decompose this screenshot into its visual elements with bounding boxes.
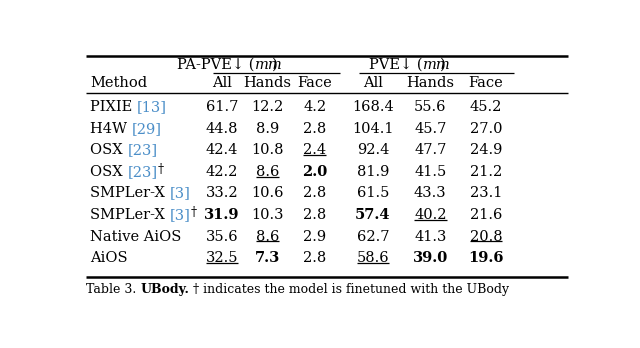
Text: OSX: OSX: [90, 143, 127, 157]
Text: 47.7: 47.7: [414, 143, 447, 157]
Text: 2.4: 2.4: [303, 143, 326, 157]
Text: mm: mm: [422, 58, 451, 72]
Text: 104.1: 104.1: [352, 122, 394, 136]
Text: 10.6: 10.6: [252, 187, 284, 200]
Text: [23]: [23]: [127, 143, 157, 157]
Text: All: All: [212, 76, 232, 90]
Text: [3]: [3]: [170, 187, 191, 200]
Text: 58.6: 58.6: [356, 251, 389, 265]
Text: Table 3.: Table 3.: [86, 283, 140, 296]
Text: PIXIE: PIXIE: [90, 100, 137, 114]
Text: 4.2: 4.2: [303, 100, 326, 114]
Text: 10.3: 10.3: [252, 208, 284, 222]
Text: 24.9: 24.9: [470, 143, 502, 157]
Text: 42.2: 42.2: [205, 165, 238, 179]
Text: 32.5: 32.5: [205, 251, 238, 265]
Text: 62.7: 62.7: [356, 230, 389, 244]
Text: H4W: H4W: [90, 122, 132, 136]
Text: 44.8: 44.8: [205, 122, 238, 136]
Text: Face: Face: [468, 76, 504, 90]
Text: 61.5: 61.5: [356, 187, 389, 200]
Text: 168.4: 168.4: [352, 100, 394, 114]
Text: 2.9: 2.9: [303, 230, 326, 244]
Text: SMPLer-X: SMPLer-X: [90, 187, 170, 200]
Text: [29]: [29]: [132, 122, 162, 136]
Text: 42.4: 42.4: [205, 143, 238, 157]
Text: Method: Method: [90, 76, 147, 90]
Text: †: †: [157, 163, 164, 176]
Text: 20.8: 20.8: [470, 230, 502, 244]
Text: 41.3: 41.3: [414, 230, 447, 244]
Text: 19.6: 19.6: [468, 251, 504, 265]
Text: All: All: [363, 76, 383, 90]
Text: Face: Face: [298, 76, 332, 90]
Text: [23]: [23]: [127, 165, 157, 179]
Text: †: †: [191, 206, 196, 219]
Text: 81.9: 81.9: [356, 165, 389, 179]
Text: ): ): [440, 58, 445, 72]
Text: SMPLer-X: SMPLer-X: [90, 208, 170, 222]
Text: 33.2: 33.2: [205, 187, 238, 200]
Text: 21.2: 21.2: [470, 165, 502, 179]
Text: 39.0: 39.0: [413, 251, 448, 265]
Text: 12.2: 12.2: [252, 100, 284, 114]
Text: OSX: OSX: [90, 165, 127, 179]
Text: [3]: [3]: [170, 208, 191, 222]
Text: 45.7: 45.7: [414, 122, 447, 136]
Text: † indicates the model is finetuned with the UBody: † indicates the model is finetuned with …: [189, 283, 509, 296]
Text: AiOS: AiOS: [90, 251, 128, 265]
Text: Native AiOS: Native AiOS: [90, 230, 182, 244]
Text: PA-PVE↓ (: PA-PVE↓ (: [177, 58, 255, 72]
Text: 40.2: 40.2: [414, 208, 447, 222]
Text: Hands: Hands: [406, 76, 454, 90]
Text: 31.9: 31.9: [204, 208, 239, 222]
Text: 55.6: 55.6: [414, 100, 447, 114]
Text: 2.0: 2.0: [302, 165, 328, 179]
Text: 8.9: 8.9: [256, 122, 279, 136]
Text: 8.6: 8.6: [256, 165, 279, 179]
Text: 45.2: 45.2: [470, 100, 502, 114]
Text: 57.4: 57.4: [355, 208, 390, 222]
Text: ): ): [272, 58, 278, 72]
Text: 2.8: 2.8: [303, 187, 326, 200]
Text: 8.6: 8.6: [256, 230, 279, 244]
Text: 61.7: 61.7: [205, 100, 238, 114]
Text: UBody.: UBody.: [140, 283, 189, 296]
Text: PVE↓ (: PVE↓ (: [369, 58, 422, 72]
Text: 92.4: 92.4: [356, 143, 389, 157]
Text: 27.0: 27.0: [470, 122, 502, 136]
Text: 2.8: 2.8: [303, 122, 326, 136]
Text: 23.1: 23.1: [470, 187, 502, 200]
Text: mm: mm: [255, 58, 282, 72]
Text: [13]: [13]: [137, 100, 167, 114]
Text: 2.8: 2.8: [303, 251, 326, 265]
Text: Hands: Hands: [244, 76, 292, 90]
Text: 21.6: 21.6: [470, 208, 502, 222]
Text: 43.3: 43.3: [414, 187, 447, 200]
Text: 10.8: 10.8: [252, 143, 284, 157]
Text: 7.3: 7.3: [255, 251, 280, 265]
Text: 35.6: 35.6: [205, 230, 238, 244]
Text: 2.8: 2.8: [303, 208, 326, 222]
Text: 41.5: 41.5: [414, 165, 447, 179]
